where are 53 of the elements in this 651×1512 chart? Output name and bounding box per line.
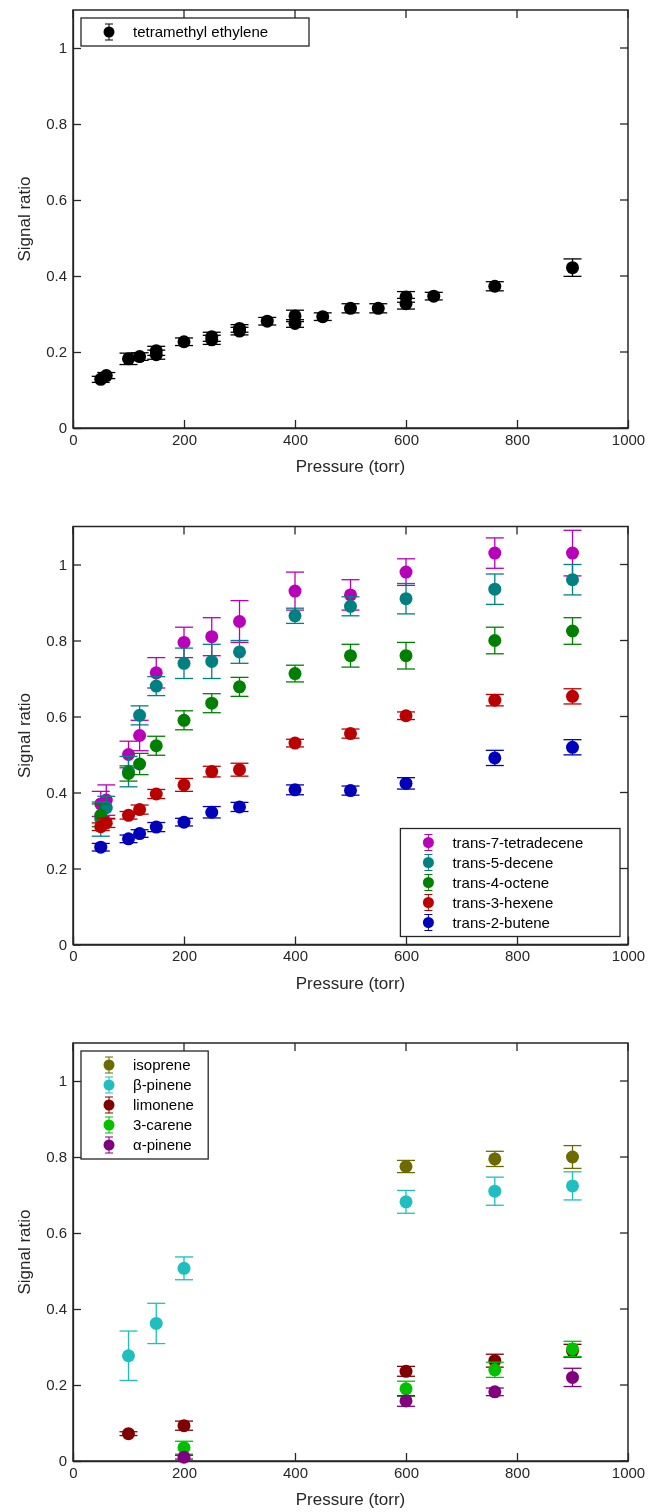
legend-label: β-pinene bbox=[133, 1076, 192, 1093]
x-tick-label: 1000 bbox=[611, 1463, 646, 1481]
x-axis-title: Pressure (torr) bbox=[295, 457, 406, 476]
y-tick-label: 0 bbox=[58, 419, 67, 437]
x-tick-label: 800 bbox=[504, 430, 531, 448]
legend-label: α-pinene bbox=[133, 1136, 192, 1153]
legend-label: limonene bbox=[133, 1096, 194, 1113]
y-tick-label: 0.2 bbox=[46, 343, 67, 361]
y-tick-label: 0.4 bbox=[46, 267, 67, 285]
legend-label: 3-carene bbox=[133, 1116, 193, 1133]
x-tick-label: 800 bbox=[504, 947, 531, 965]
y-axis-title: Signal ratio bbox=[15, 692, 34, 779]
y-axis-title: Signal ratio bbox=[15, 1209, 34, 1295]
y-tick-label: 0.2 bbox=[46, 1376, 67, 1394]
legend-label: trans-2-butene bbox=[452, 913, 550, 931]
x-tick-label: 200 bbox=[171, 947, 198, 965]
y-tick-label: 0 bbox=[58, 935, 67, 953]
legend-label: isoprene bbox=[133, 1056, 191, 1073]
legend-label: tetramethyl ethylene bbox=[133, 23, 269, 40]
y-tick-label: 0.4 bbox=[46, 1300, 67, 1318]
y-tick-label: 0.6 bbox=[46, 1224, 67, 1242]
x-tick-label: 200 bbox=[171, 430, 198, 448]
x-axis-title: Pressure (torr) bbox=[295, 973, 406, 993]
y-tick-label: 0.6 bbox=[46, 191, 67, 209]
y-axis-title: Signal ratio bbox=[15, 176, 34, 262]
x-tick-label: 0 bbox=[69, 947, 78, 965]
x-tick-label: 800 bbox=[504, 1463, 531, 1481]
x-tick-label: 400 bbox=[282, 947, 309, 965]
x-tick-label: 600 bbox=[393, 1463, 420, 1481]
x-axis-title: Pressure (torr) bbox=[295, 1490, 406, 1509]
x-tick-label: 1000 bbox=[611, 947, 646, 965]
x-tick-label: 400 bbox=[282, 1463, 309, 1481]
y-tick-label: 0.8 bbox=[46, 115, 67, 133]
legend-label: trans-3-hexene bbox=[452, 893, 554, 911]
x-tick-label: 200 bbox=[171, 1463, 198, 1481]
legend-label: trans-7-tetradecene bbox=[452, 833, 584, 851]
y-tick-label: 0 bbox=[58, 1452, 67, 1470]
x-tick-label: 400 bbox=[282, 430, 309, 448]
x-tick-label: 1000 bbox=[611, 430, 646, 448]
legend-label: trans-4-octene bbox=[452, 873, 550, 891]
y-tick-label: 0.8 bbox=[46, 631, 67, 649]
y-tick-label: 1 bbox=[58, 555, 67, 573]
y-tick-label: 0.6 bbox=[46, 707, 67, 725]
x-tick-label: 600 bbox=[393, 947, 420, 965]
y-tick-label: 0.8 bbox=[46, 1148, 67, 1166]
y-tick-label: 1 bbox=[58, 1072, 67, 1090]
y-tick-label: 0.2 bbox=[46, 859, 67, 877]
x-tick-label: 0 bbox=[69, 430, 78, 448]
x-tick-label: 600 bbox=[393, 430, 420, 448]
x-tick-label: 0 bbox=[69, 1463, 78, 1481]
y-tick-label: 0.4 bbox=[46, 783, 67, 801]
y-tick-label: 1 bbox=[58, 39, 67, 57]
legend-label: trans-5-decene bbox=[452, 853, 554, 871]
